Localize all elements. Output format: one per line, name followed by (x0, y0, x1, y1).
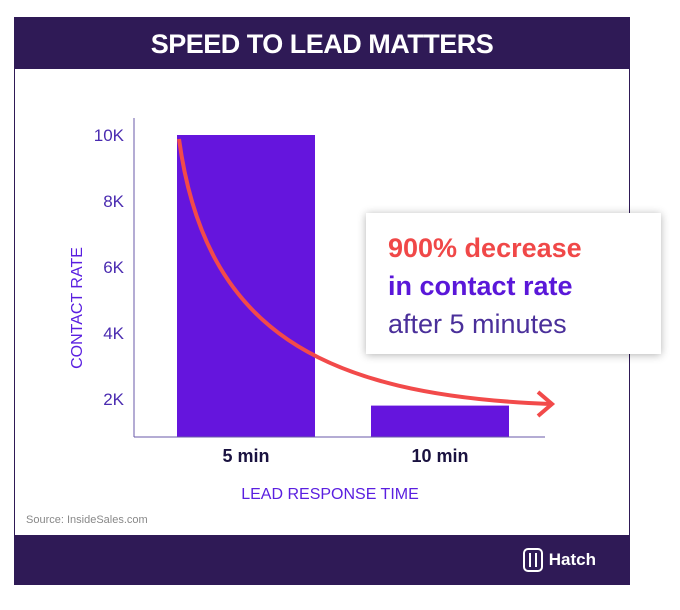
callout-line-2: in contact rate (388, 271, 573, 301)
y-tick-label: 10K (94, 126, 125, 145)
y-axis-label: CONTACT RATE (69, 247, 86, 369)
y-tick-label: 8K (103, 192, 124, 211)
x-axis-label: LEAD RESPONSE TIME (241, 486, 419, 503)
footer-bar: Hatch (14, 535, 630, 585)
y-tick-label: 6K (103, 258, 124, 277)
source-note: Source: InsideSales.com (26, 514, 148, 526)
brand-name: Hatch (548, 550, 596, 569)
arrow-head-icon (536, 390, 556, 418)
x-tick-label: 10 min (411, 446, 468, 466)
callout-box: 900% decrease in contact rate after 5 mi… (366, 213, 661, 354)
callout-line-1: 900% decrease (388, 233, 582, 263)
y-tick-label: 2K (103, 390, 124, 409)
bar-5-min (177, 135, 315, 437)
y-tick-label: 4K (103, 324, 124, 343)
hatch-logo-icon (522, 548, 543, 572)
bar-10-min (371, 405, 509, 437)
decrease-arrow (177, 138, 551, 406)
page-title: SPEED TO LEAD MATTERS (14, 17, 630, 69)
brand-logo: Hatch (522, 548, 596, 572)
callout-line-3: after 5 minutes (388, 309, 567, 339)
x-tick-label: 5 min (222, 446, 269, 466)
